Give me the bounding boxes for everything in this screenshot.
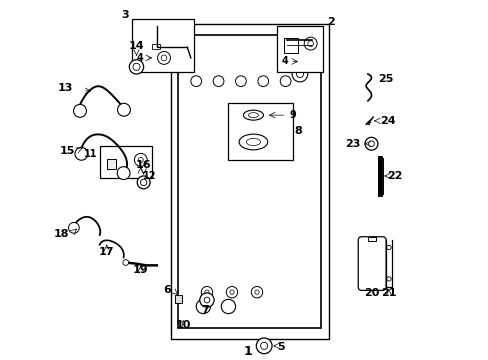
Bar <box>151 44 160 49</box>
Circle shape <box>254 290 259 294</box>
Circle shape <box>229 290 234 294</box>
Ellipse shape <box>239 134 267 150</box>
Bar <box>132 19 194 72</box>
Text: 5: 5 <box>276 342 284 352</box>
Circle shape <box>137 176 150 189</box>
Circle shape <box>140 179 146 186</box>
Text: 3: 3 <box>121 10 129 20</box>
Text: 1: 1 <box>243 345 252 358</box>
Ellipse shape <box>243 110 263 120</box>
Circle shape <box>75 147 88 160</box>
Circle shape <box>204 290 209 294</box>
Circle shape <box>134 153 147 166</box>
Circle shape <box>196 299 210 314</box>
Circle shape <box>68 222 79 233</box>
Text: 19: 19 <box>133 265 148 275</box>
Circle shape <box>296 71 303 78</box>
Text: 10: 10 <box>176 320 191 330</box>
Circle shape <box>260 342 267 350</box>
Text: 8: 8 <box>294 126 302 136</box>
Circle shape <box>201 287 212 298</box>
Circle shape <box>117 167 130 180</box>
Circle shape <box>386 277 390 281</box>
Circle shape <box>291 66 307 82</box>
Circle shape <box>138 157 143 162</box>
Circle shape <box>190 76 201 86</box>
Circle shape <box>221 299 235 314</box>
Text: 21: 21 <box>381 288 396 298</box>
Text: 9: 9 <box>288 110 295 120</box>
Circle shape <box>203 297 209 303</box>
Circle shape <box>157 51 170 64</box>
Circle shape <box>213 76 224 86</box>
Bar <box>228 103 292 160</box>
Circle shape <box>307 41 313 46</box>
Text: 11: 11 <box>84 149 98 159</box>
Bar <box>171 24 328 339</box>
Circle shape <box>280 76 290 86</box>
Bar <box>283 38 298 53</box>
Text: 20: 20 <box>364 288 379 298</box>
FancyBboxPatch shape <box>358 237 386 291</box>
Circle shape <box>368 141 373 147</box>
Circle shape <box>122 260 128 265</box>
Circle shape <box>133 63 140 71</box>
Circle shape <box>256 338 271 354</box>
Text: 2: 2 <box>326 17 334 27</box>
Circle shape <box>73 104 86 117</box>
Text: 4: 4 <box>136 53 143 63</box>
Text: 12: 12 <box>142 171 156 181</box>
Circle shape <box>161 55 166 61</box>
Text: 14: 14 <box>128 41 144 51</box>
Circle shape <box>364 137 377 150</box>
Circle shape <box>129 60 143 74</box>
Circle shape <box>200 293 214 307</box>
Circle shape <box>226 287 237 298</box>
Circle shape <box>251 287 262 298</box>
Circle shape <box>304 37 316 50</box>
Circle shape <box>117 103 130 116</box>
Text: 25: 25 <box>378 75 393 84</box>
Bar <box>178 35 321 328</box>
Text: 15: 15 <box>59 146 75 156</box>
Text: 7: 7 <box>201 305 208 315</box>
Text: 17: 17 <box>99 247 114 257</box>
Circle shape <box>386 245 390 249</box>
Text: 16: 16 <box>136 159 151 170</box>
Circle shape <box>257 76 268 86</box>
Circle shape <box>235 76 246 86</box>
Ellipse shape <box>246 138 260 145</box>
Text: 23: 23 <box>345 139 360 149</box>
Text: 22: 22 <box>387 171 402 181</box>
Text: 13: 13 <box>57 83 73 93</box>
Bar <box>106 159 116 169</box>
Text: 4: 4 <box>281 57 287 67</box>
Ellipse shape <box>248 113 258 118</box>
Bar <box>367 237 375 241</box>
Text: 6: 6 <box>163 285 171 296</box>
Text: 18: 18 <box>54 229 69 239</box>
Text: 24: 24 <box>379 116 394 126</box>
Bar <box>174 295 182 303</box>
Bar <box>276 26 323 72</box>
Bar <box>100 145 151 178</box>
